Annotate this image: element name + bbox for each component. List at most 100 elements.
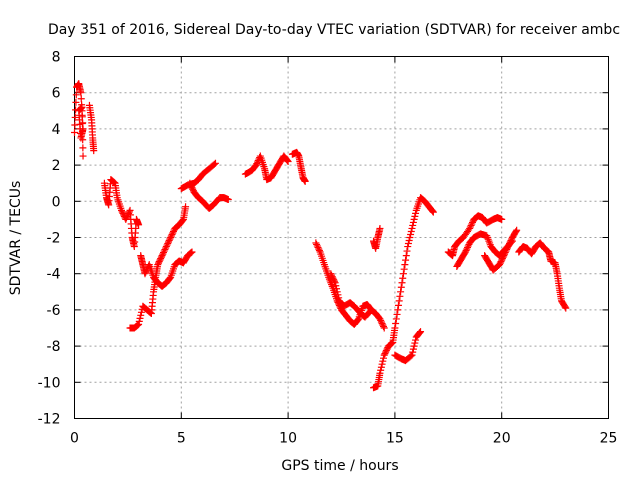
data-point <box>187 182 195 190</box>
y-tick-label: -12 <box>38 412 61 428</box>
data-point <box>135 320 143 328</box>
data-point <box>501 249 509 257</box>
data-point <box>187 249 195 257</box>
data-point <box>78 119 86 127</box>
y-tick-label: -8 <box>47 339 61 355</box>
data-point <box>401 261 409 269</box>
data-point <box>162 243 170 251</box>
data-point <box>314 243 322 251</box>
data-point <box>118 208 126 216</box>
data-point <box>79 144 87 152</box>
data-point <box>135 317 143 325</box>
data-point <box>388 339 396 347</box>
data-point <box>464 243 472 251</box>
y-tick-label: 8 <box>52 50 61 66</box>
data-point <box>117 206 125 214</box>
data-point <box>182 203 190 211</box>
data-point <box>404 243 412 251</box>
data-point <box>334 291 342 299</box>
data-point <box>377 363 385 371</box>
data-point <box>562 304 570 312</box>
data-point <box>155 259 163 267</box>
data-point <box>404 240 412 248</box>
data-point <box>462 246 470 254</box>
y-axis-label: SDTVAR / TECUs <box>8 181 24 296</box>
data-point <box>188 248 196 256</box>
data-point <box>505 241 513 249</box>
data-point <box>142 268 150 276</box>
data-point <box>469 218 477 226</box>
data-point <box>403 247 411 255</box>
data-point <box>312 239 320 247</box>
data-point <box>402 256 410 264</box>
data-point <box>164 238 172 246</box>
data-point <box>376 315 384 323</box>
data-point <box>407 230 415 238</box>
data-point <box>188 184 196 192</box>
data-point <box>155 258 163 266</box>
y-tick-label: -2 <box>47 231 61 247</box>
data-point <box>504 243 512 251</box>
data-point <box>379 321 387 329</box>
data-point <box>411 212 419 220</box>
data-point <box>395 297 403 305</box>
data-point <box>380 351 388 359</box>
data-point <box>158 252 166 260</box>
data-point <box>405 237 413 245</box>
data-point <box>141 270 149 278</box>
x-tick-label: 0 <box>70 431 79 447</box>
data-point <box>301 177 309 185</box>
data-point <box>72 91 80 99</box>
data-point <box>407 352 415 360</box>
x-tick-label: 10 <box>279 431 297 447</box>
data-point <box>157 253 165 261</box>
data-point <box>332 282 340 290</box>
chart-title: Day 351 of 2016, Sidereal Day-to-day VTE… <box>48 22 620 38</box>
data-point <box>157 255 165 263</box>
data-point <box>466 224 474 232</box>
data-point <box>253 160 261 168</box>
data-point <box>376 369 384 377</box>
data-point <box>497 258 505 266</box>
data-point <box>391 324 399 332</box>
data-point <box>417 328 425 336</box>
data-point <box>315 246 323 254</box>
x-tick-label: 5 <box>177 431 186 447</box>
y-tick-label: 0 <box>52 194 61 210</box>
data-point <box>71 113 79 121</box>
x-axis-label: GPS time / hours <box>281 458 398 474</box>
data-point <box>125 208 133 216</box>
data-point <box>71 121 79 129</box>
data-point <box>381 350 389 358</box>
data-point <box>179 216 187 224</box>
data-point <box>313 242 321 250</box>
x-tick-label: 20 <box>493 431 511 447</box>
data-point <box>186 179 194 187</box>
data-point <box>383 345 391 353</box>
data-point <box>501 250 509 258</box>
data-point <box>499 253 507 261</box>
data-point <box>110 178 118 186</box>
data-point <box>408 224 416 232</box>
data-point <box>136 314 144 322</box>
x-tick-label: 15 <box>386 431 404 447</box>
data-point <box>467 221 475 229</box>
data-point <box>463 245 471 253</box>
data-point <box>410 342 418 350</box>
data-point <box>169 229 177 237</box>
data-point <box>160 247 168 255</box>
data-point <box>378 319 386 327</box>
data-point <box>331 279 339 287</box>
data-point <box>284 157 292 165</box>
data-point <box>500 252 508 260</box>
data-point <box>409 348 417 356</box>
data-point <box>134 321 142 329</box>
data-point <box>333 285 341 293</box>
data-point <box>406 234 414 241</box>
data-point <box>133 322 141 330</box>
data-point <box>313 240 321 248</box>
data-point <box>410 215 418 223</box>
y-tick-label: 4 <box>52 122 61 138</box>
data-point <box>165 237 173 245</box>
data-point <box>400 265 408 273</box>
